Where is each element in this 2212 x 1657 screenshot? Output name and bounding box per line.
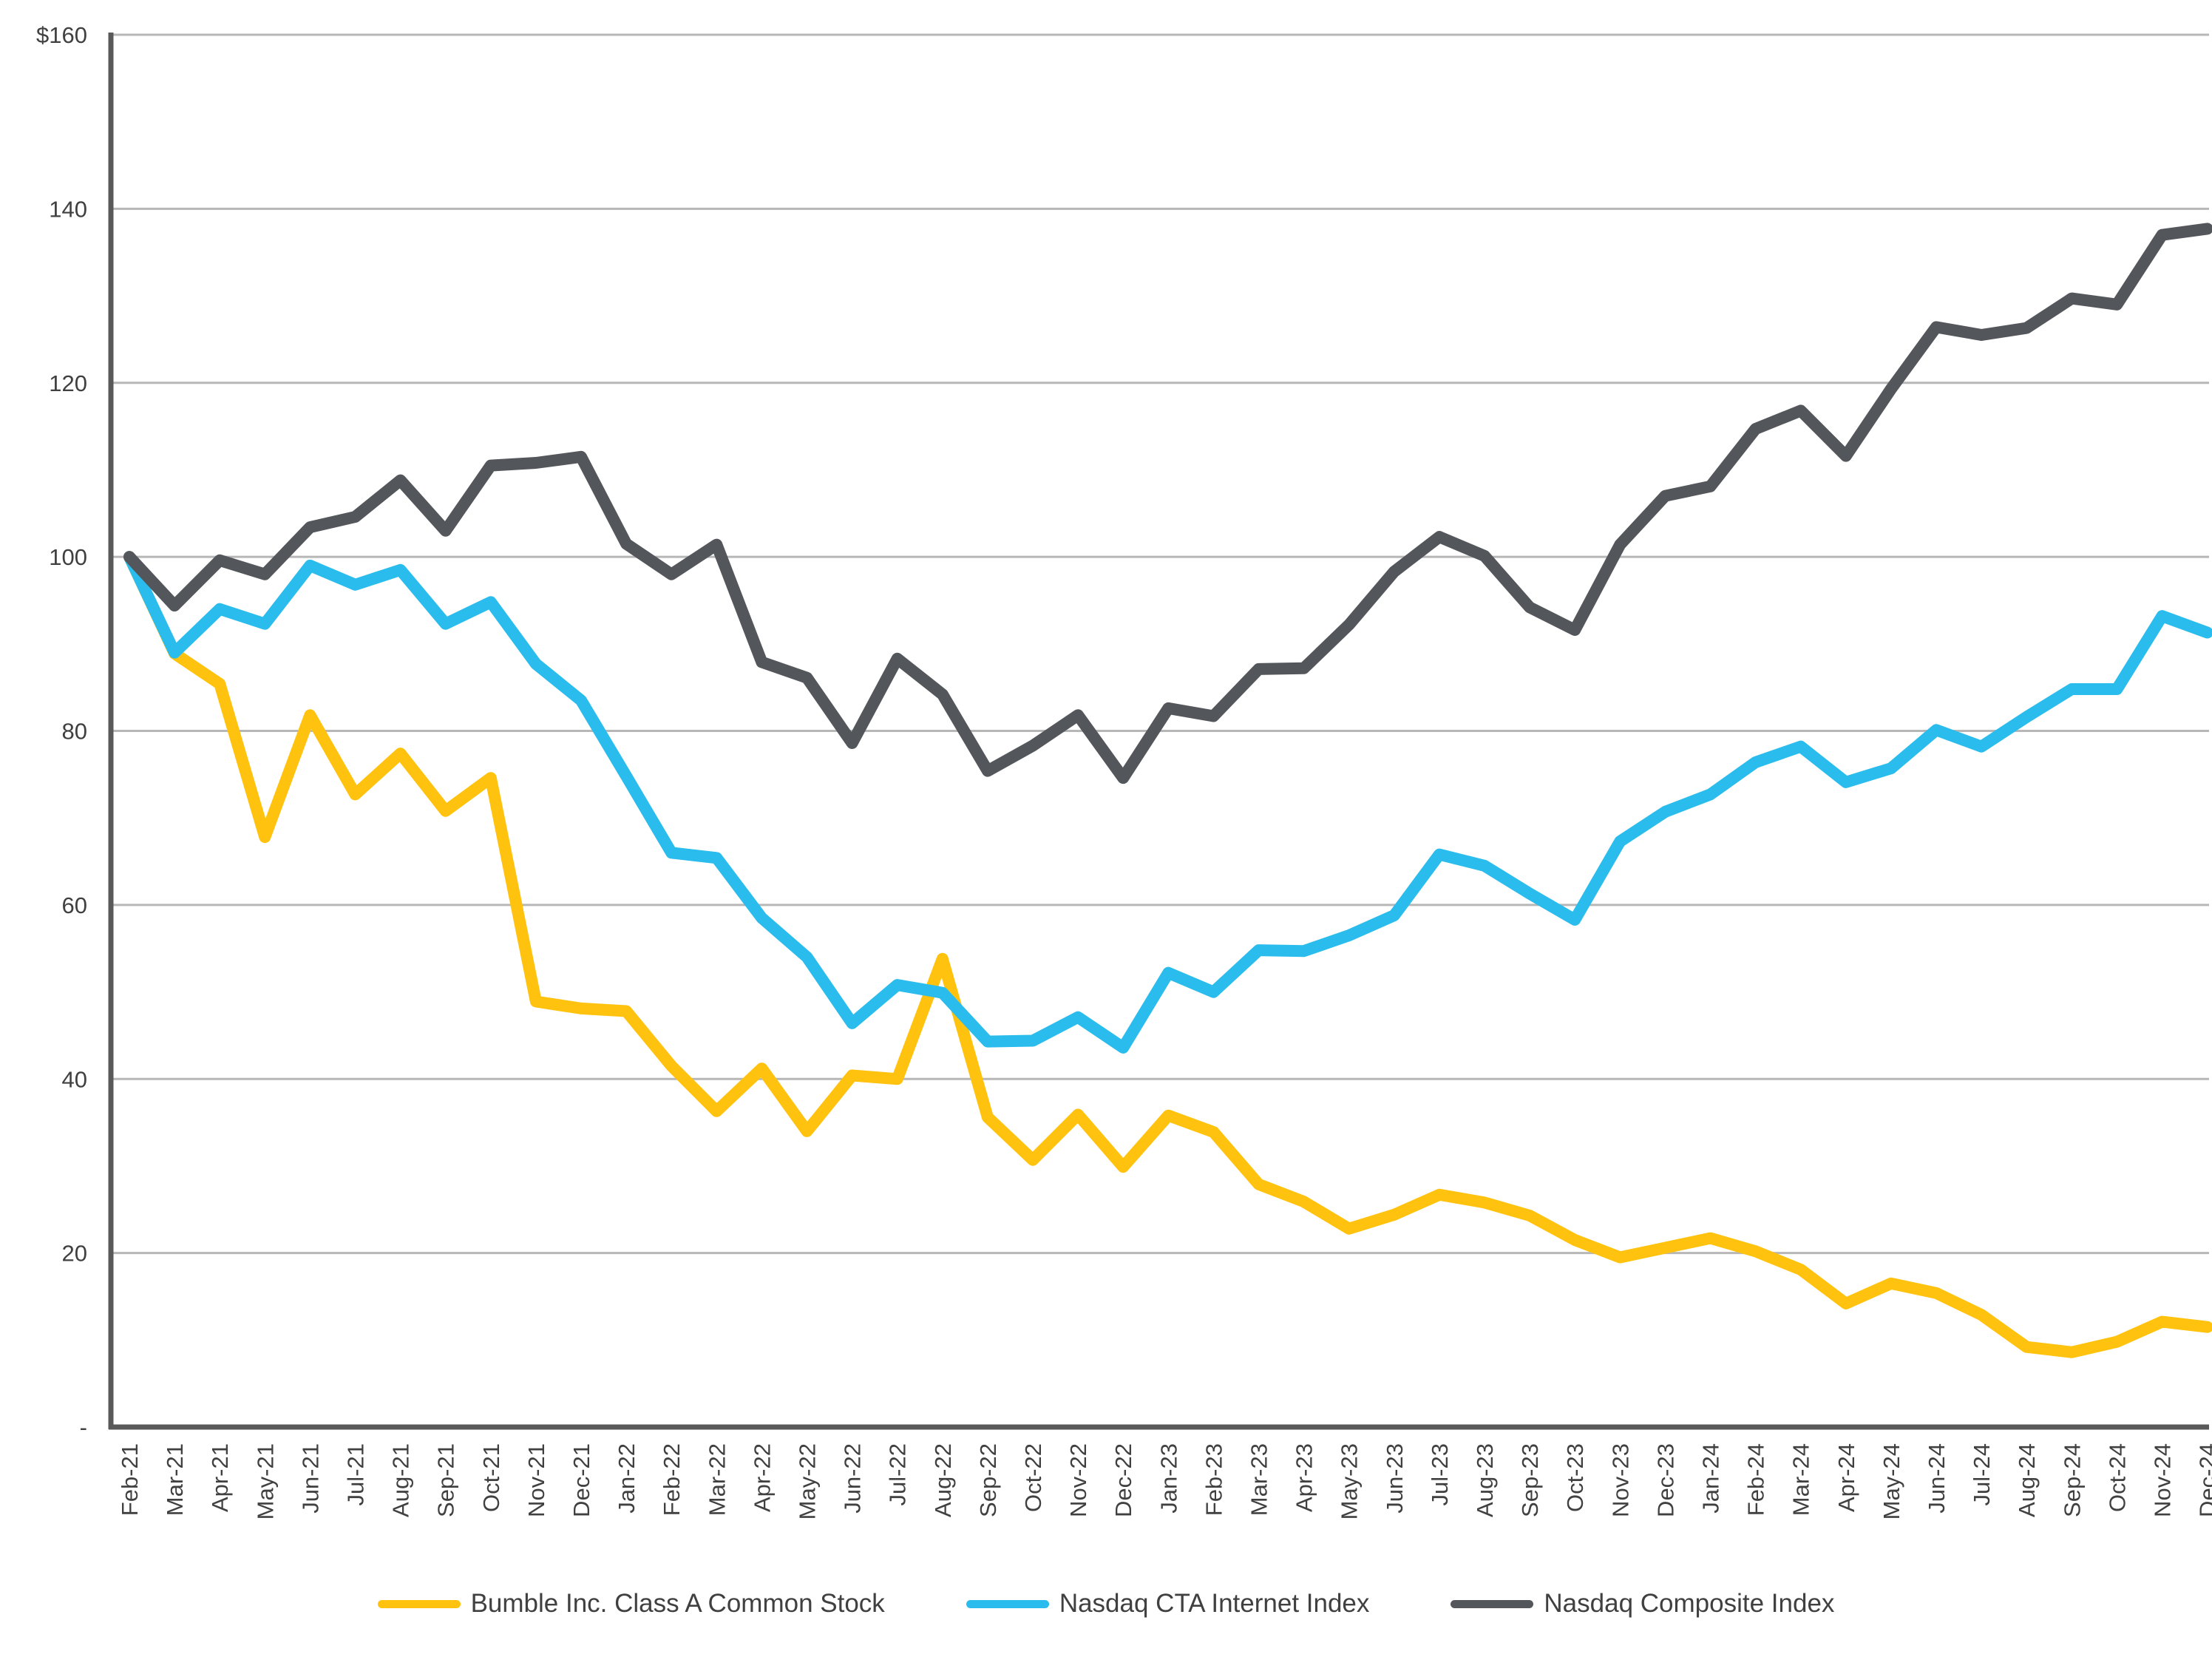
x-axis-label-Apr-23: Apr-23: [1292, 1443, 1317, 1512]
y-axis-label-20: 20: [62, 1241, 87, 1267]
internet-index-line-swatch-icon: [966, 1599, 1049, 1608]
x-axis-label-Jul-24: Jul-24: [1969, 1443, 1995, 1505]
x-axis-label-Apr-21: Apr-21: [207, 1443, 233, 1512]
x-axis-label-Aug-21: Aug-21: [388, 1443, 414, 1517]
y-axis-label-60: 60: [62, 892, 87, 918]
x-axis-label-Feb-24: Feb-24: [1743, 1443, 1769, 1516]
x-axis-label-Mar-22: Mar-22: [704, 1443, 730, 1516]
legend-item-composite-index: Nasdaq Composite Index: [1451, 1589, 1834, 1619]
x-axis-label-Sep-24: Sep-24: [2059, 1443, 2085, 1517]
legend-label-bumble: Bumble Inc. Class A Common Stock: [470, 1589, 885, 1618]
y-axis-label-0: -: [80, 1414, 87, 1440]
x-axis-label-Aug-23: Aug-23: [1472, 1443, 1498, 1517]
x-axis-label-Dec-24: Dec-24: [2195, 1443, 2212, 1517]
x-axis-label-Mar-23: Mar-23: [1246, 1443, 1272, 1516]
legend-item-bumble: Bumble Inc. Class A Common Stock: [377, 1589, 885, 1619]
legend-item-internet-index: Nasdaq CTA Internet Index: [966, 1589, 1370, 1619]
y-axis-label-100: 100: [49, 544, 87, 570]
x-axis-label-Apr-22: Apr-22: [749, 1443, 775, 1512]
legend-label-internet-index: Nasdaq CTA Internet Index: [1059, 1589, 1370, 1618]
x-axis-label-Dec-21: Dec-21: [569, 1443, 594, 1517]
x-axis-label-Jun-22: Jun-22: [840, 1443, 866, 1514]
x-axis-label-May-22: May-22: [795, 1443, 821, 1519]
x-axis-label-Mar-21: Mar-21: [162, 1443, 188, 1516]
x-axis-label-Aug-22: Aug-22: [930, 1443, 956, 1517]
x-axis-label-Jan-22: Jan-22: [614, 1443, 639, 1514]
x-axis-label-Feb-23: Feb-23: [1201, 1443, 1227, 1516]
x-axis-label-Nov-24: Nov-24: [2150, 1443, 2176, 1517]
bumble-line-swatch-icon: [377, 1599, 461, 1608]
x-axis-label-Jan-23: Jan-23: [1156, 1443, 1181, 1514]
x-axis-label-Jun-23: Jun-23: [1382, 1443, 1408, 1514]
x-axis-label-Apr-24: Apr-24: [1833, 1443, 1859, 1512]
x-axis-label-Jun-21: Jun-21: [297, 1443, 323, 1514]
nasdaq-composite-line: [123, 223, 2212, 785]
x-axis-label-Jan-24: Jan-24: [1698, 1443, 1724, 1514]
y-axis-label-140: 140: [49, 196, 87, 222]
x-axis-label-Nov-21: Nov-21: [523, 1443, 549, 1517]
x-axis-label-Nov-22: Nov-22: [1065, 1443, 1091, 1517]
y-axis-label-80: 80: [62, 719, 87, 745]
x-axis-label-Dec-23: Dec-23: [1652, 1443, 1678, 1517]
x-axis-label-Aug-24: Aug-24: [2014, 1443, 2040, 1517]
x-axis-label-Mar-24: Mar-24: [1788, 1443, 1814, 1516]
nasdaq-internet-index-line: [123, 551, 2212, 1054]
x-axis-label-May-21: May-21: [252, 1443, 278, 1519]
x-axis-label-Jul-22: Jul-22: [885, 1443, 911, 1505]
x-axis-label-Feb-22: Feb-22: [659, 1443, 685, 1516]
x-axis-label-Sep-22: Sep-22: [975, 1443, 1001, 1517]
x-axis-label-May-24: May-24: [1879, 1443, 1904, 1519]
x-axis-label-Sep-23: Sep-23: [1517, 1443, 1543, 1517]
x-axis-label-Sep-21: Sep-21: [433, 1443, 459, 1517]
x-axis-label-Jul-21: Jul-21: [343, 1443, 369, 1505]
x-axis-label-Feb-21: Feb-21: [117, 1443, 143, 1516]
x-axis-label-Oct-23: Oct-23: [1562, 1443, 1588, 1512]
composite-index-line-swatch-icon: [1451, 1599, 1534, 1608]
x-axis-label-Dec-22: Dec-22: [1110, 1443, 1136, 1517]
x-axis-label-Oct-22: Oct-22: [1020, 1443, 1046, 1512]
y-axis-label-40: 40: [62, 1066, 87, 1092]
x-axis-label-Jul-23: Jul-23: [1427, 1443, 1453, 1505]
x-axis-label-Jun-24: Jun-24: [1924, 1443, 1950, 1514]
chart-legend: Bumble Inc. Class A Common Stock Nasdaq …: [0, 1589, 2212, 1619]
y-axis-label-160: $160: [36, 22, 87, 48]
y-axis-label-120: 120: [49, 370, 87, 396]
x-axis-label-Nov-23: Nov-23: [1607, 1443, 1633, 1517]
bumble-stock-line: [123, 551, 2212, 1358]
legend-label-composite-index: Nasdaq Composite Index: [1544, 1589, 1835, 1618]
x-axis-label-May-23: May-23: [1337, 1443, 1363, 1519]
x-axis-label-Oct-21: Oct-21: [478, 1443, 504, 1512]
x-axis-label-Oct-24: Oct-24: [2104, 1443, 2130, 1512]
